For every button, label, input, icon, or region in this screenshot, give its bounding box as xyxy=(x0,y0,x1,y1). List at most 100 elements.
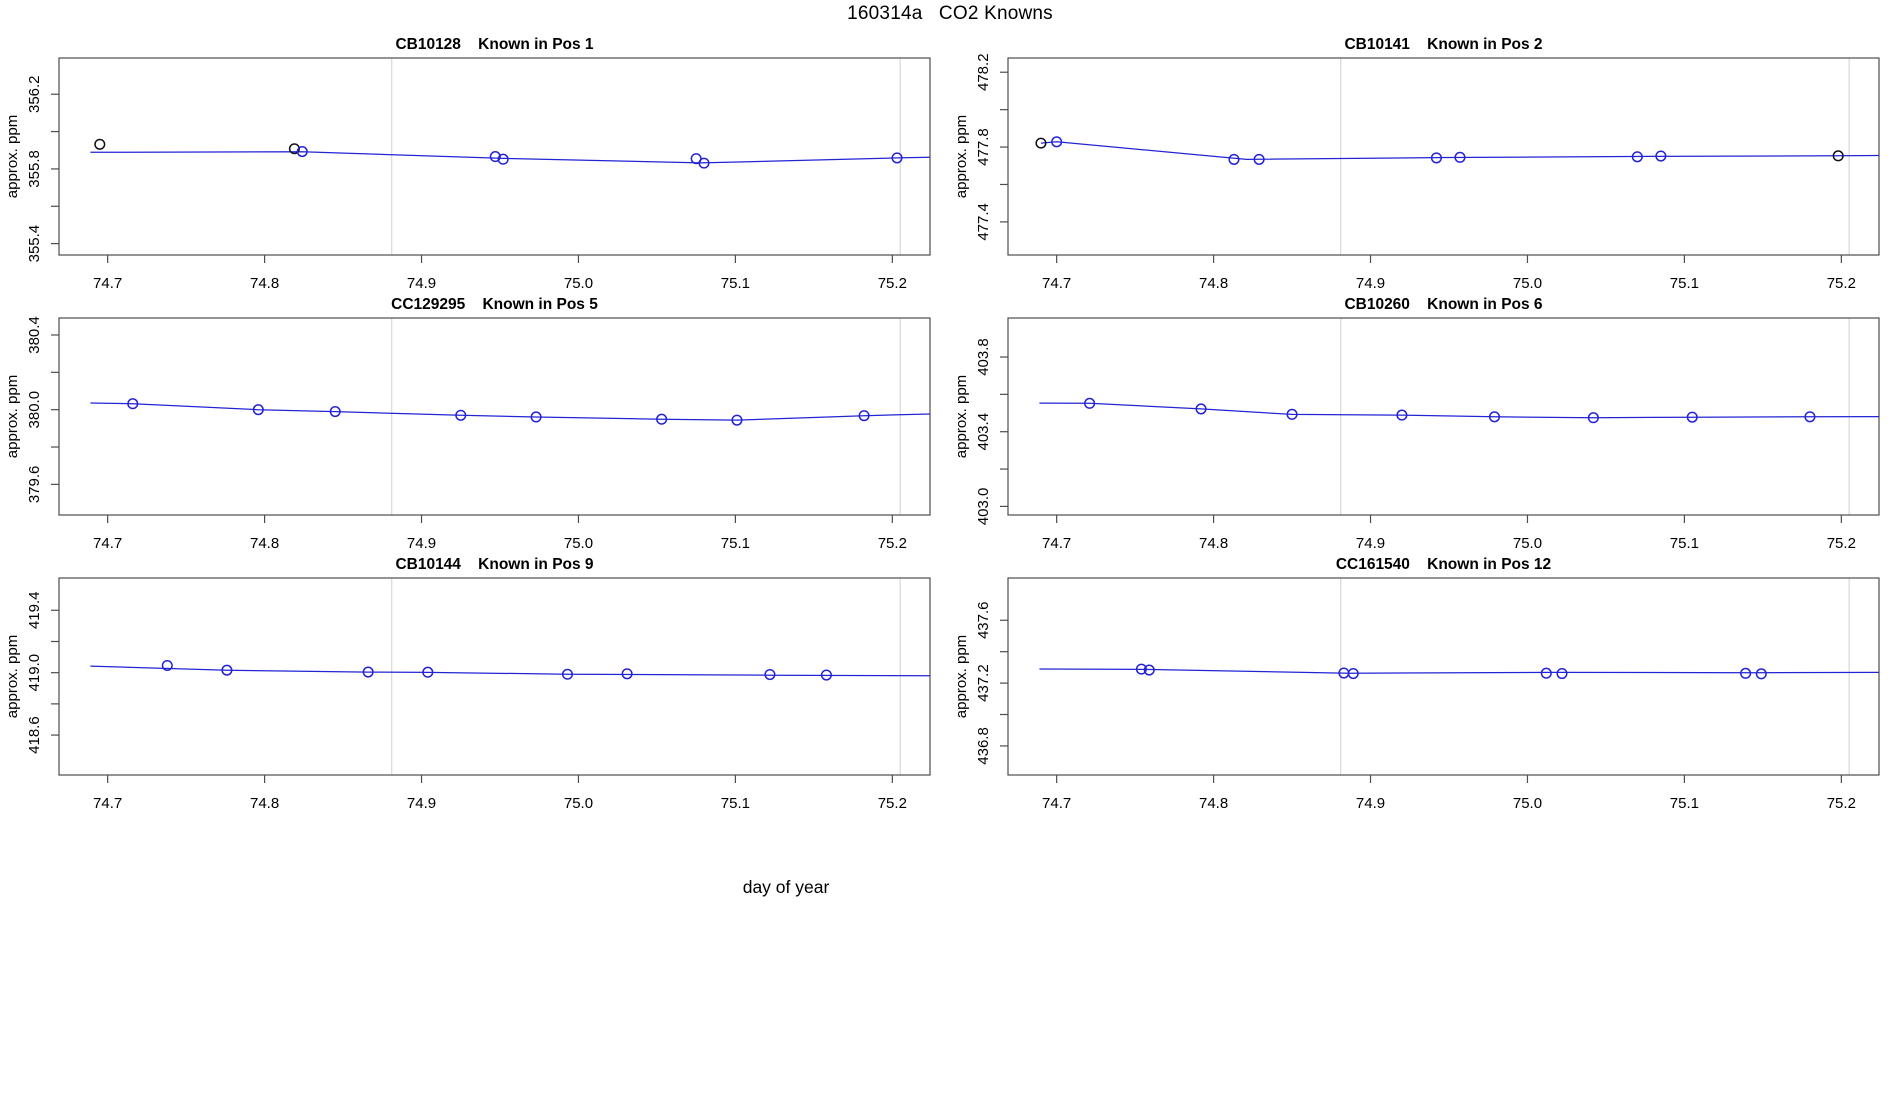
panel-frame xyxy=(58,317,931,516)
panel-title: CB10128 Known in Pos 1 xyxy=(395,36,593,53)
x-tick-label: 75.2 xyxy=(878,535,907,552)
x-tick-label: 74.7 xyxy=(1042,795,1071,812)
data-point xyxy=(1804,411,1816,423)
y-axis-label: approx. ppm xyxy=(953,115,970,198)
data-point xyxy=(489,151,501,163)
data-point xyxy=(1286,408,1298,420)
x-tick-label: 74.7 xyxy=(1042,275,1071,292)
data-point xyxy=(1347,667,1359,680)
y-tick-label: 418.6 xyxy=(26,716,43,754)
x-tick-label: 74.7 xyxy=(93,275,122,292)
data-point xyxy=(1051,136,1063,148)
data-point xyxy=(858,410,870,422)
y-tick-label: 403.0 xyxy=(975,488,992,526)
y-tick-label: 403.4 xyxy=(975,413,992,451)
data-line xyxy=(1039,668,1880,674)
panel-CB10144: 418.6 419.0 419.4 74.7 74.8 74.9 75.0 75.1 75.2 a… xyxy=(4,556,931,812)
data-point xyxy=(1430,152,1442,164)
data-point xyxy=(1396,409,1408,421)
data-point xyxy=(1228,153,1240,165)
x-tick-label: 75.1 xyxy=(1670,275,1699,292)
data-point xyxy=(161,659,173,672)
data-point xyxy=(621,668,633,680)
data-point xyxy=(1084,397,1096,409)
x-tick-label: 74.9 xyxy=(1356,535,1385,552)
x-tick-label: 75.1 xyxy=(721,795,750,812)
x-tick-label: 74.9 xyxy=(407,535,436,552)
y-tick-label: 380.4 xyxy=(26,316,43,354)
panel-title: CB10260 Known in Pos 6 xyxy=(1344,296,1542,313)
x-tick-label: 75.0 xyxy=(1513,795,1542,812)
y-tick-label: 356.2 xyxy=(26,75,43,113)
data-point xyxy=(1540,667,1552,679)
x-tick-label: 75.2 xyxy=(1827,275,1856,292)
data-point xyxy=(329,406,341,418)
x-tick-label: 75.2 xyxy=(878,795,907,812)
y-tick-label: 419.0 xyxy=(26,654,43,692)
x-tick-label: 75.0 xyxy=(1513,535,1542,552)
data-point xyxy=(252,404,264,416)
x-tick-label: 74.9 xyxy=(1356,795,1385,812)
data-point xyxy=(1755,668,1767,680)
data-point xyxy=(288,143,300,155)
data-point xyxy=(455,409,467,421)
data-point xyxy=(1655,150,1667,162)
y-tick-label: 379.6 xyxy=(26,466,43,504)
data-point xyxy=(221,664,233,676)
panel-title: CC161540 Known in Pos 12 xyxy=(1336,556,1551,573)
y-axis-label: approx. ppm xyxy=(4,375,21,458)
panel-title: CB10141 Known in Pos 2 xyxy=(1344,36,1542,53)
panel-title: CC129295 Known in Pos 5 xyxy=(391,296,598,313)
y-axis-label: approx. ppm xyxy=(4,635,21,718)
y-axis-label: approx. ppm xyxy=(953,635,970,718)
x-tick-label: 75.1 xyxy=(1670,795,1699,812)
data-line xyxy=(90,402,931,421)
data-point xyxy=(1195,403,1207,415)
x-tick-label: 74.9 xyxy=(407,795,436,812)
y-tick-label: 477.8 xyxy=(975,128,992,166)
y-tick-label: 436.8 xyxy=(975,727,992,765)
data-point xyxy=(1556,667,1568,680)
y-tick-label: 437.2 xyxy=(975,664,992,702)
data-point xyxy=(731,414,743,426)
data-point xyxy=(1587,412,1599,424)
data-point xyxy=(127,398,139,410)
x-tick-label: 74.8 xyxy=(1199,535,1228,552)
data-point xyxy=(1253,153,1265,165)
panel-title: CB10144 Known in Pos 9 xyxy=(395,556,593,573)
data-point xyxy=(656,413,668,425)
x-tick-label: 74.9 xyxy=(1356,275,1385,292)
data-point xyxy=(94,138,106,150)
data-point xyxy=(497,153,509,165)
panel-frame xyxy=(1007,57,1880,256)
data-point xyxy=(1135,663,1147,675)
figure-title: 160314a CO2 Knowns xyxy=(847,3,1053,24)
panel-CB10260: 403.0 403.4 403.8 74.7 74.8 74.9 75.0 75.1 75.2 a… xyxy=(953,296,1880,552)
data-point xyxy=(698,157,710,169)
x-tick-label: 75.1 xyxy=(1670,535,1699,552)
panel-frame xyxy=(1007,577,1880,776)
y-axis-label: approx. ppm xyxy=(953,375,970,458)
data-line xyxy=(90,665,931,677)
panel-CC161540: 436.8 437.2 437.6 74.7 74.8 74.9 75.0 75.1 75.2 a… xyxy=(953,556,1880,812)
data-point xyxy=(296,146,308,158)
data-point xyxy=(1832,150,1844,162)
x-tick-label: 74.9 xyxy=(407,275,436,292)
data-point xyxy=(1686,411,1698,423)
y-tick-label: 355.8 xyxy=(26,150,43,188)
y-tick-label: 478.2 xyxy=(975,53,992,91)
data-line xyxy=(1039,402,1880,419)
data-point xyxy=(1035,137,1047,149)
x-tick-label: 75.1 xyxy=(721,535,750,552)
x-tick-label: 74.8 xyxy=(250,795,279,812)
x-tick-label: 74.7 xyxy=(93,535,122,552)
data-point xyxy=(530,411,542,423)
x-tick-label: 75.0 xyxy=(564,795,593,812)
y-tick-label: 380.0 xyxy=(26,391,43,429)
x-axis-title: day of year xyxy=(742,877,830,897)
panel-frame xyxy=(58,577,931,776)
panel-frame xyxy=(58,57,931,256)
panel-CB10141: 477.4 477.8 478.2 74.7 74.8 74.9 75.0 75.1 75.2 a… xyxy=(953,36,1880,292)
data-line xyxy=(90,151,931,164)
